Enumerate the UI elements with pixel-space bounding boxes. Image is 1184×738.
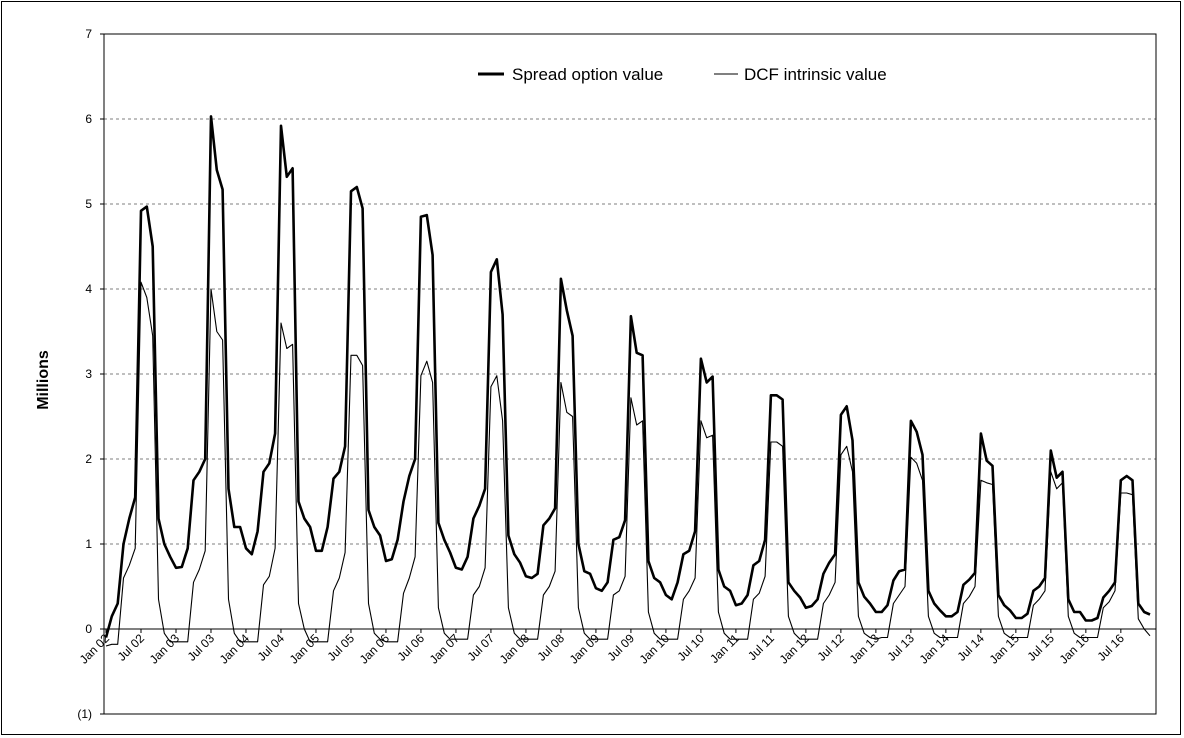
x-tick-label: Jul 11 bbox=[745, 631, 777, 663]
y-tick-label: 0 bbox=[85, 622, 92, 636]
x-tick-label: Jan 07 bbox=[427, 631, 463, 667]
x-tick-label: Jan 08 bbox=[497, 631, 533, 667]
y-tick-label: 2 bbox=[85, 452, 92, 466]
x-tick-label: Jan 03 bbox=[147, 631, 183, 667]
x-tick-label: Jan 06 bbox=[357, 631, 393, 667]
series-lines bbox=[104, 115, 1151, 647]
y-tick-label: 3 bbox=[85, 367, 92, 381]
x-tick-label: Jul 10 bbox=[674, 631, 707, 664]
x-tick-label: Jan 10 bbox=[637, 631, 673, 667]
y-tick-label: 6 bbox=[85, 112, 92, 126]
x-tick-label: Jul 12 bbox=[814, 631, 847, 664]
x-tick-label: Jul 03 bbox=[185, 631, 218, 664]
x-tick-label: Jul 15 bbox=[1024, 631, 1057, 664]
x-tick-label: Jul 13 bbox=[884, 631, 917, 664]
x-tick-label: Jul 02 bbox=[115, 631, 148, 664]
x-axis-ticks: Jan 02 Jul 02 Jan 03 Jul 03 Jan 04 Jul 04 Jan … bbox=[77, 629, 1127, 667]
x-tick-label: Jul 05 bbox=[325, 631, 358, 664]
legend-label-dcf-intrinsic: DCF intrinsic value bbox=[744, 65, 887, 84]
x-tick-label: Jul 06 bbox=[395, 631, 428, 664]
x-tick-label: Jan 04 bbox=[217, 631, 253, 667]
x-tick-label: Jul 16 bbox=[1094, 631, 1127, 664]
gridlines bbox=[104, 33, 1156, 545]
legend: Spread option value DCF intrinsic value bbox=[478, 65, 887, 84]
legend-label-spread-option: Spread option value bbox=[512, 65, 663, 84]
x-tick-label: Jul 08 bbox=[534, 631, 567, 664]
x-tick-label: Jan 11 bbox=[707, 631, 742, 666]
series-line-spread-option bbox=[104, 115, 1151, 638]
y-tick-label: 4 bbox=[85, 282, 92, 296]
series-line-dcf-intrinsic bbox=[105, 281, 1151, 647]
x-tick-label: Jul 09 bbox=[604, 631, 637, 664]
y-tick-label: 5 bbox=[85, 197, 92, 211]
x-tick-label: Jul 07 bbox=[465, 631, 498, 664]
y-axis-label: Millions bbox=[35, 350, 52, 410]
y-tick-label: (1) bbox=[77, 707, 92, 721]
x-tick-label: Jul 04 bbox=[255, 631, 288, 664]
x-tick-label: Jan 13 bbox=[847, 631, 883, 667]
x-tick-label: Jan 16 bbox=[1057, 631, 1093, 667]
x-tick-label: Jan 12 bbox=[777, 631, 813, 667]
x-tick-label: Jan 14 bbox=[917, 631, 953, 667]
y-axis-ticks: (1) 0 1 2 3 4 5 6 7 bbox=[77, 27, 104, 721]
x-tick-label: Jan 15 bbox=[987, 631, 1023, 667]
x-tick-label: Jan 09 bbox=[567, 631, 603, 667]
y-tick-label: 7 bbox=[85, 27, 92, 41]
y-tick-label: 1 bbox=[85, 537, 92, 551]
x-tick-label: Jul 14 bbox=[954, 631, 987, 664]
x-tick-label: Jan 05 bbox=[287, 631, 323, 667]
